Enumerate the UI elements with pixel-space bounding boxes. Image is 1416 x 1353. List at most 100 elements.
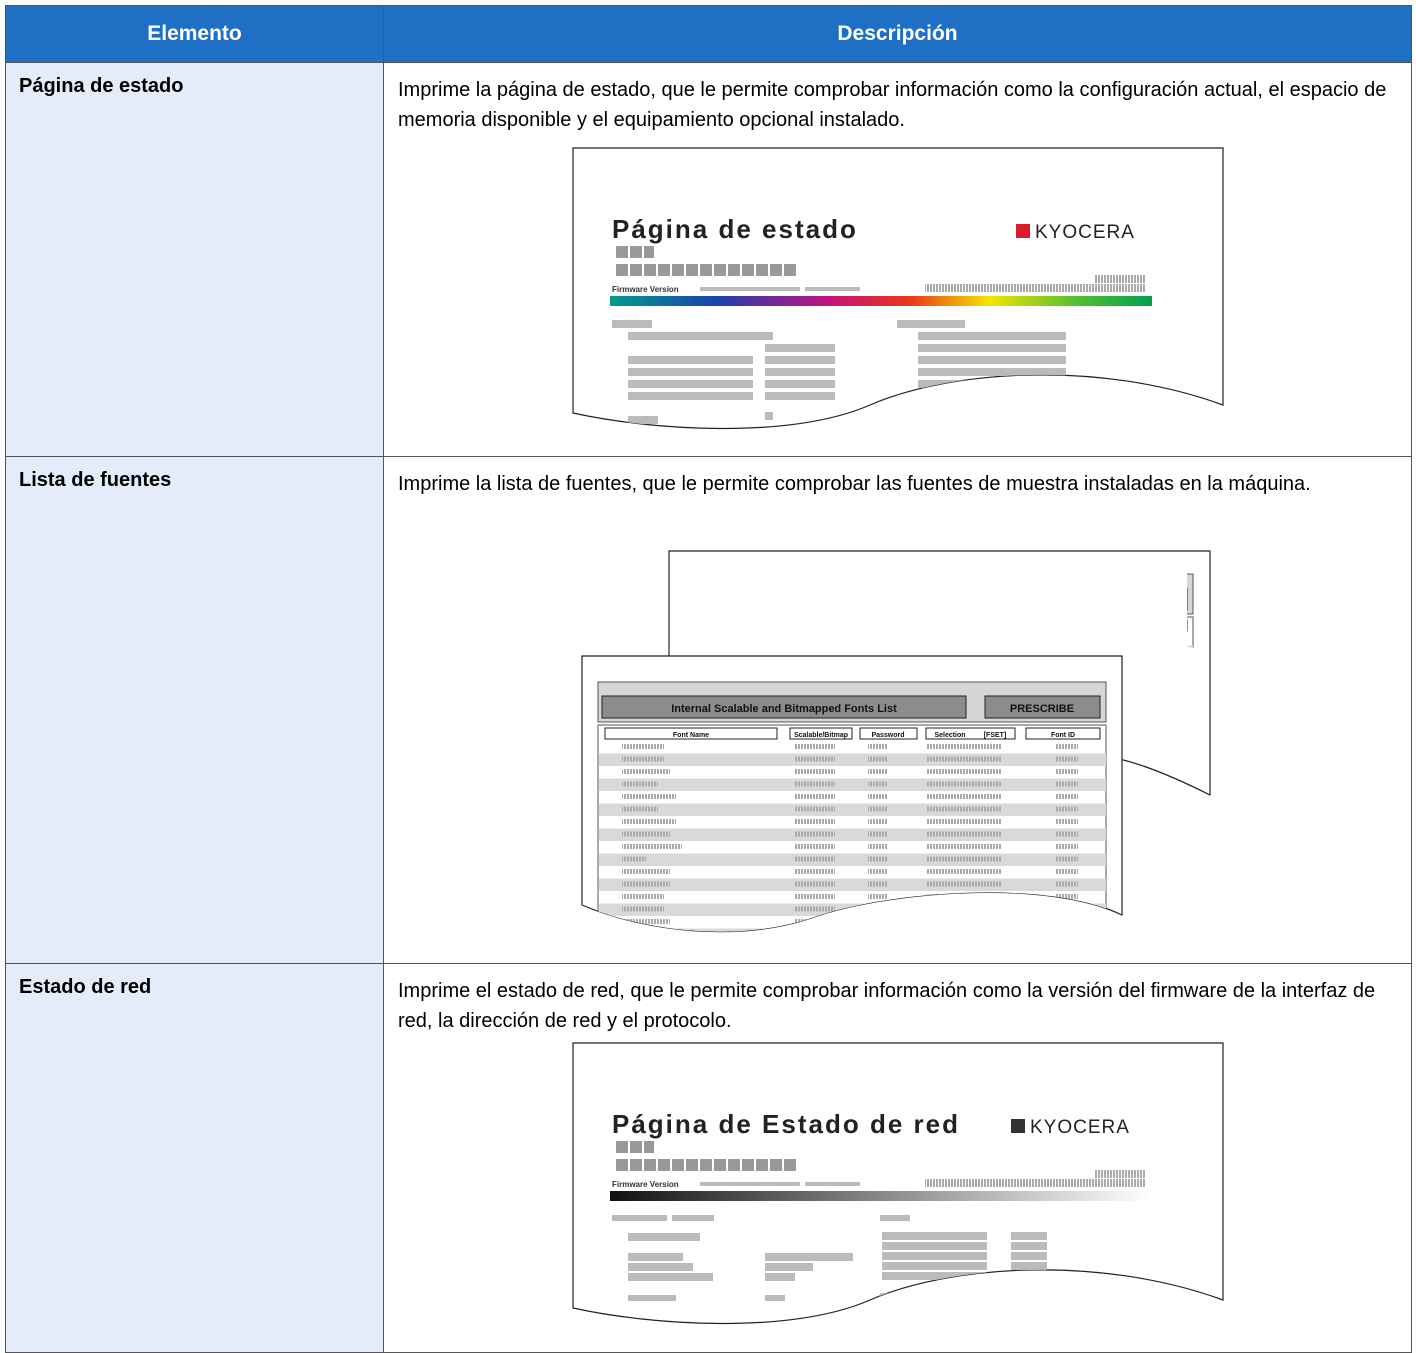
placeholder-block	[795, 806, 835, 812]
placeholder-block	[765, 1263, 813, 1271]
placeholder-block	[765, 392, 835, 400]
placeholder-block	[628, 380, 753, 388]
placeholder-block	[622, 819, 676, 824]
placeholder-block	[1056, 806, 1078, 812]
placeholder-block	[868, 881, 888, 887]
paper-content: Internal Scalable and Bitmapped Fonts Li…	[597, 681, 1107, 932]
placeholder-block	[628, 332, 773, 340]
paper	[572, 1042, 1224, 1325]
report-title: Página de estado	[612, 214, 858, 244]
item-text: Lista de fuentes	[19, 469, 172, 491]
placeholder-block	[622, 794, 676, 799]
item-text: Página de estado	[19, 75, 184, 97]
placeholder-block	[795, 906, 835, 912]
placeholder-block	[1056, 906, 1078, 912]
badge-box	[984, 695, 1101, 719]
logo: KYOCERA	[1030, 1117, 1130, 1138]
description-cell: Imprime la página de estado, que le perm…	[383, 62, 1412, 457]
column-box	[925, 727, 1016, 740]
placeholder-block	[882, 1242, 987, 1250]
placeholder-block	[765, 380, 835, 388]
badge: PRESCRIBE	[1010, 703, 1074, 715]
placeholder-block	[918, 332, 1066, 340]
placeholder-block	[868, 794, 888, 799]
placeholder-block	[765, 356, 835, 364]
placeholder-block	[1011, 1262, 1047, 1270]
column-label: Font ID	[1051, 732, 1075, 739]
column-box	[789, 727, 853, 740]
stripe	[599, 803, 1106, 816]
placeholder-block	[868, 869, 888, 874]
placeholder-block	[765, 1295, 785, 1301]
list-title: Internal Scalable and Bitmapped Fonts Li…	[671, 703, 897, 715]
placeholder-block	[628, 356, 753, 364]
placeholder-block	[622, 856, 646, 862]
report-title: Página de Estado de red	[612, 1109, 960, 1139]
column-box	[604, 727, 778, 740]
placeholder-block	[880, 1215, 910, 1221]
placeholder-block	[1056, 919, 1078, 924]
placeholder-block	[614, 1141, 654, 1153]
placeholder-block	[612, 320, 652, 328]
placeholder-block	[880, 1293, 970, 1301]
placeholder-block	[927, 806, 1002, 812]
paper-content: Página de Estado de red KYOCERA Firmware V…	[610, 1109, 1152, 1301]
placeholder-block	[614, 1159, 798, 1171]
placeholder-block	[628, 392, 753, 400]
placeholder-block	[868, 831, 888, 837]
placeholder-block	[882, 1232, 987, 1240]
placeholder-block	[1143, 799, 1165, 804]
placeholder-block	[795, 831, 835, 837]
placeholder-block	[622, 781, 658, 787]
color-bar	[610, 1191, 1152, 1201]
placeholder-block	[628, 1295, 676, 1301]
column-label: [FSET]	[984, 732, 1007, 739]
stripe	[599, 828, 1106, 841]
placeholder-block	[927, 856, 1002, 862]
item-cell: Lista de fuentes	[5, 456, 384, 964]
placeholder-block	[765, 344, 835, 352]
placeholder-block	[622, 806, 658, 812]
placeholder-block	[868, 806, 888, 812]
placeholder-block	[927, 781, 1002, 787]
placeholder-block	[795, 856, 835, 862]
logo-mark	[1011, 1119, 1025, 1133]
column-label: Password	[871, 732, 904, 739]
header-cell: Elemento	[5, 5, 384, 63]
placeholder-block	[925, 1179, 1145, 1187]
placeholder-block	[622, 919, 670, 924]
placeholder-block	[795, 794, 835, 799]
placeholder-block	[765, 368, 835, 376]
placeholder-block	[628, 1233, 700, 1241]
placeholder-block	[1095, 275, 1145, 283]
firmware-label: Firmware Version	[612, 1180, 679, 1189]
placeholder-block	[672, 1215, 714, 1221]
stripe	[599, 778, 1106, 791]
placeholder-block	[918, 380, 1066, 388]
placeholder-block	[1143, 786, 1165, 791]
placeholder-block	[700, 1182, 800, 1186]
firmware-label: Firmware Version	[612, 285, 679, 294]
placeholder-block	[614, 264, 798, 276]
list-title-box	[601, 695, 967, 719]
placeholder-block	[868, 894, 888, 899]
placeholder-block	[918, 344, 1066, 352]
placeholder-block	[622, 756, 664, 762]
placeholder-block	[1056, 844, 1078, 849]
placeholder-block	[795, 869, 835, 874]
placeholder-block	[927, 844, 1002, 849]
placeholder-block	[927, 744, 1002, 749]
placeholder-block	[765, 412, 773, 420]
placeholder-block	[927, 831, 1002, 837]
placeholder-block	[622, 831, 670, 837]
placeholder-block	[1056, 744, 1078, 749]
placeholder-block	[1056, 894, 1078, 899]
placeholder-block	[868, 744, 888, 749]
placeholder-block	[1056, 881, 1078, 887]
placeholder-block	[1056, 819, 1078, 824]
column-label: Scalable/Bitmap	[794, 732, 848, 739]
placeholder-block	[927, 869, 1002, 874]
placeholder-block	[1095, 1170, 1145, 1178]
description-text: Imprime la lista de fuentes, que le perm…	[398, 473, 1311, 495]
